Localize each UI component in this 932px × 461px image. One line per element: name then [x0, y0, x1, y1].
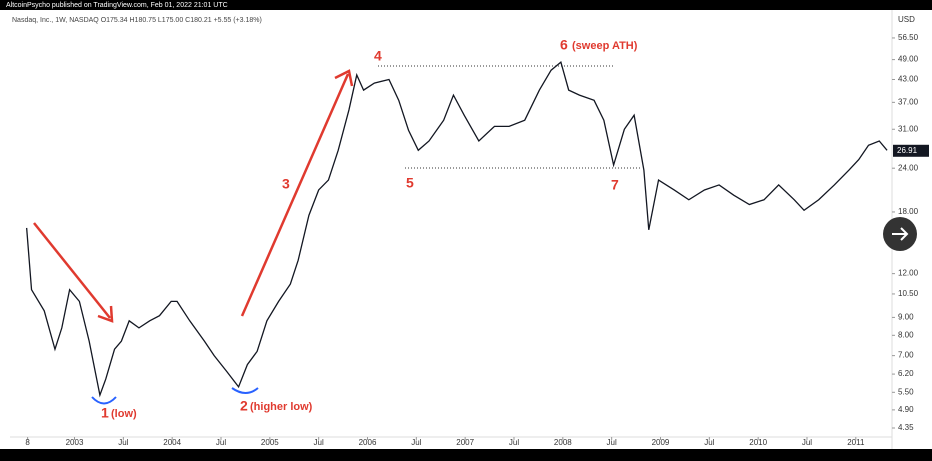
x-tick-label: 8 [25, 438, 30, 447]
levels [378, 65, 640, 169]
annotation: 1 [101, 405, 109, 421]
y-tick-label: 7.00 [898, 351, 914, 360]
x-tick-label: Jul [314, 438, 324, 447]
y-tick-label: 18.00 [898, 207, 919, 216]
y-tick-label: 6.20 [898, 369, 914, 378]
next-icon [892, 227, 909, 241]
x-tick-label: 2004 [163, 438, 181, 447]
price-tag-label: 26.91 [897, 146, 918, 155]
x-tick-label: 2007 [456, 438, 474, 447]
annotation: 7 [611, 177, 619, 193]
x-tick-label: Jul [607, 438, 617, 447]
footer-bar [0, 449, 932, 461]
x-tick-label: 2003 [66, 438, 84, 447]
arrows [33, 69, 354, 323]
annotation: (low) [111, 408, 137, 420]
y-tick-label: 56.50 [898, 33, 919, 42]
y-tick-label: 37.00 [898, 97, 919, 106]
annotation: 2 [240, 398, 248, 414]
currency: USD [898, 15, 915, 24]
annotation: 3 [282, 176, 290, 192]
y-tick-label: 49.00 [898, 55, 919, 64]
publisher: AltcoinPsycho published on TradingView.c… [6, 2, 228, 9]
price-line [26, 60, 888, 398]
y-tick-label: 9.00 [898, 313, 914, 322]
y-tick-label: 5.50 [898, 387, 914, 396]
annotation: 5 [406, 175, 414, 191]
y-tick-label: 4.90 [898, 405, 914, 414]
y-tick-label: 43.00 [898, 75, 919, 84]
lows [91, 387, 259, 405]
y-tick-label: 10.50 [898, 289, 919, 298]
annotation: 4 [374, 48, 382, 64]
x-tick-label: 2005 [261, 438, 279, 447]
y-tick-label: 8.00 [898, 330, 914, 339]
x-tick-label: Jul [509, 438, 519, 447]
x-tick-label: Jul [704, 438, 714, 447]
annotation: (higher low) [250, 401, 313, 413]
x-tick-label: Jul [118, 438, 128, 447]
header-bar [0, 0, 932, 10]
y-tick-label: 24.00 [898, 163, 919, 172]
annotation: 6 [560, 37, 568, 53]
x-tick-label: Jul [411, 438, 421, 447]
x-tick-label: 2008 [554, 438, 572, 447]
y-tick-label: 31.00 [898, 124, 919, 133]
x-tick-label: 2010 [749, 438, 767, 447]
x-tick-label: 2009 [652, 438, 670, 447]
x-tick-label: Jul [802, 438, 812, 447]
y-tick-label: 12.00 [898, 269, 919, 278]
x-tick-label: 2011 [847, 438, 865, 447]
symbol-line: Nasdaq, Inc., 1W, NASDAQ O175.34 H180.75… [12, 17, 262, 24]
x-tick-label: 2006 [359, 438, 377, 447]
x-tick-label: Jul [216, 438, 226, 447]
price-tag [893, 144, 929, 157]
y-tick-label: 4.35 [898, 423, 914, 432]
annotation: (sweep ATH) [572, 40, 638, 52]
